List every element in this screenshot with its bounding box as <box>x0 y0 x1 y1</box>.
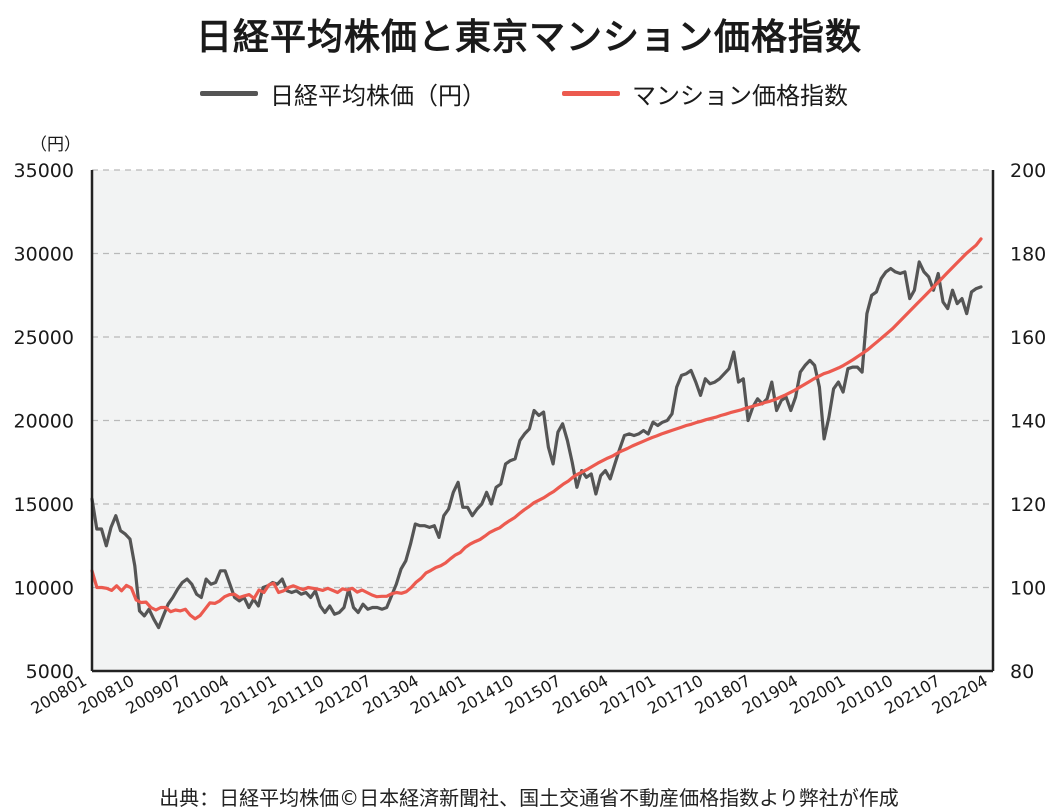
legend-label-nikkei: 日経平均株価（円） <box>270 82 486 110</box>
left-tick-label: 35000 <box>14 160 74 182</box>
legend: 日経平均株価（円） マンション価格指数 <box>0 76 1058 110</box>
left-tick-label: 15000 <box>14 494 74 516</box>
chart-title: 日経平均株価と東京マンション価格指数 <box>195 17 862 58</box>
grid-lines <box>92 169 993 589</box>
left-axis-ticks: 5000 10000 15000 20000 25000 30000 35000 <box>14 160 74 683</box>
right-tick-label: 120 <box>1010 494 1046 516</box>
legend-item-nikkei: 日経平均株価（円） <box>200 76 486 111</box>
left-tick-label: 20000 <box>14 411 74 433</box>
legend-label-mansion: マンション価格指数 <box>632 82 848 110</box>
source-note: 出典：日経平均株価©日本経済新聞社、国土交通省不動産価格指数より弊社が作成 <box>159 786 899 810</box>
right-tick-label: 160 <box>1010 327 1046 349</box>
nikkei-series-line <box>90 260 983 630</box>
left-axis-unit: （円） <box>30 135 81 155</box>
right-tick-label: 100 <box>1010 578 1046 600</box>
legend-swatch-nikkei <box>200 91 258 96</box>
right-tick-label: 200 <box>1010 160 1046 182</box>
left-tick-label: 25000 <box>14 327 74 349</box>
right-tick-label: 180 <box>1010 244 1046 266</box>
right-tick-label: 80 <box>1010 661 1034 683</box>
left-tick-label: 5000 <box>26 661 74 683</box>
legend-swatch-mansion <box>562 91 620 96</box>
left-tick-label: 30000 <box>14 244 74 266</box>
x-axis-ticks: 2008012008102009072010042011012011102012… <box>28 671 991 718</box>
left-tick-label: 10000 <box>14 578 74 600</box>
series-layer <box>90 237 983 630</box>
axes <box>90 170 995 673</box>
legend-item-mansion: マンション価格指数 <box>562 76 848 111</box>
right-axis-ticks: 80 100 120 140 160 180 200 <box>1010 160 1046 683</box>
right-tick-label: 140 <box>1010 411 1046 433</box>
mansion-index-series-line <box>90 237 983 621</box>
